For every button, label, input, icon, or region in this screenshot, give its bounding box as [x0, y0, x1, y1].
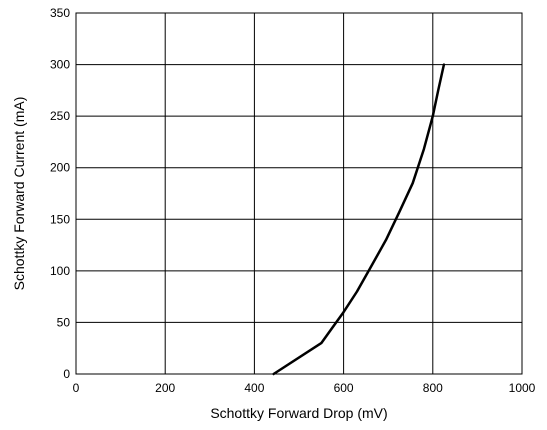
y-tick-label: 200 [50, 161, 70, 175]
x-tick-label: 400 [244, 381, 264, 395]
x-tick-labels: 0 200 400 600 800 1000 [73, 381, 536, 395]
grid [75, 12, 523, 375]
x-tick-label: 0 [73, 381, 80, 395]
x-tick-label: 600 [334, 381, 354, 395]
x-tick-label: 200 [155, 381, 175, 395]
y-tick-label: 250 [50, 109, 70, 123]
series-line [272, 63, 446, 376]
y-tick-label: 0 [63, 367, 70, 381]
y-tick-label: 300 [50, 58, 70, 72]
x-axis-label: Schottky Forward Drop (mV) [210, 405, 387, 421]
y-tick-labels: 0 50 100 150 200 250 300 350 [50, 6, 70, 381]
y-tick-label: 150 [50, 212, 70, 226]
y-axis-label: Schottky Forward Current (mA) [11, 97, 27, 291]
x-tick-label: 800 [423, 381, 443, 395]
x-tick-label: 1000 [509, 381, 536, 395]
y-tick-label: 100 [50, 264, 70, 278]
y-tick-label: 50 [57, 315, 71, 329]
plot-frame [75, 12, 523, 375]
y-tick-label: 350 [50, 6, 70, 20]
